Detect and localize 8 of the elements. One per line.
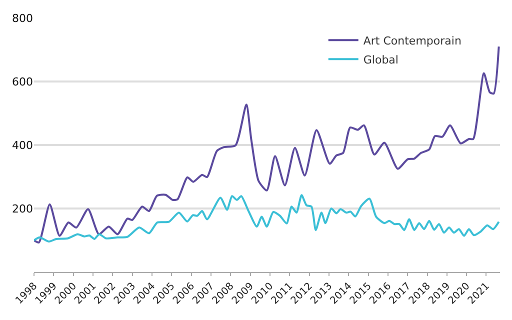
line-series	[34, 194, 500, 243]
line-series	[34, 46, 500, 244]
y-tick-label: 600	[12, 75, 33, 88]
y-tick-label: 400	[12, 138, 33, 152]
y-tick-label: 800	[12, 12, 33, 25]
legend-label: Art Contemporain	[363, 34, 462, 48]
legend-label: Global	[363, 53, 398, 66]
y-tick-label: 200	[12, 202, 33, 216]
